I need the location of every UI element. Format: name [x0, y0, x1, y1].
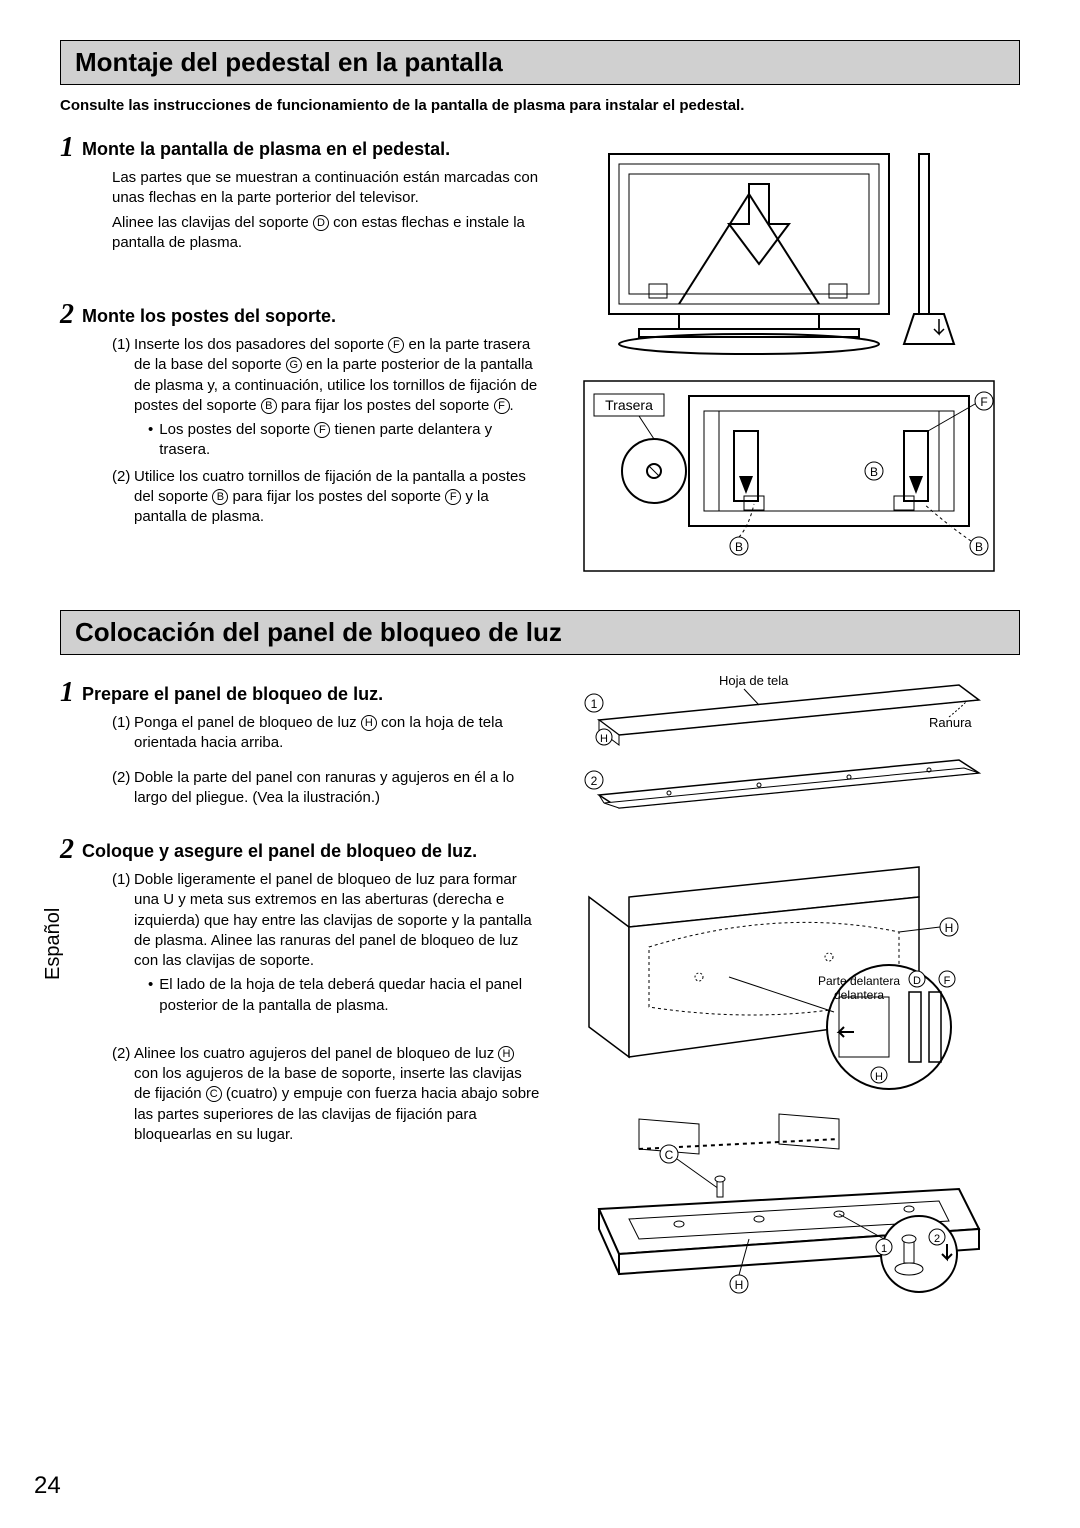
- s2-step1-block: 1 Prepare el panel de bloqueo de luz. (1…: [60, 679, 540, 808]
- ref-H-icon: H: [361, 715, 377, 731]
- ref-F-icon: F: [445, 489, 461, 505]
- section1-columns: 1 Monte la pantalla de plasma en el pede…: [60, 134, 1020, 588]
- page-number: 24: [34, 1472, 61, 1500]
- step2-sub1-n: (1): [112, 335, 134, 416]
- svg-text:Ranura: Ranura: [929, 715, 972, 730]
- ref-D-icon: D: [313, 215, 329, 231]
- svg-text:2: 2: [934, 1233, 940, 1245]
- s2-step2-bullet1: El lado de la hoja de tela deberá quedar…: [148, 975, 540, 1016]
- section2-header: Colocación del panel de bloqueo de luz: [60, 610, 1020, 655]
- s2-step1-body: (1) Ponga el panel de bloqueo de luz H c…: [112, 713, 540, 808]
- svg-text:H: H: [945, 921, 954, 935]
- s2-step1-head: 1 Prepare el panel de bloqueo de luz.: [60, 679, 540, 707]
- svg-text:F: F: [944, 975, 951, 987]
- step2-sub2: (2) Utilice los cuatro tornillos de fija…: [112, 467, 540, 528]
- step1-title: Monte la pantalla de plasma en el pedest…: [82, 134, 450, 161]
- step2-body: (1) Inserte los dos pasadores del soport…: [112, 335, 540, 527]
- ref-F-icon: F: [314, 422, 330, 438]
- step2-sub2-n: (2): [112, 467, 134, 528]
- step1-p2: Alinee las clavijas del soporte D con es…: [112, 213, 540, 254]
- s2-step2-sub1: (1) Doble ligeramente el panel de bloque…: [112, 870, 540, 971]
- diagram-rear-posts: Trasera F B B B: [558, 376, 1020, 576]
- s2-step2-title: Coloque y asegure el panel de bloqueo de…: [82, 836, 477, 863]
- ref-C-icon: C: [206, 1086, 222, 1102]
- s2-step2-head: 2 Coloque y asegure el panel de bloqueo …: [60, 836, 540, 864]
- step1-p1: Las partes que se muestran a continuació…: [112, 168, 540, 209]
- diagram-base-pins: C H 1: [558, 1109, 1020, 1299]
- diagram-insert-base: H Parte delantera de: [558, 857, 1020, 1097]
- svg-text:B: B: [735, 540, 743, 554]
- section2-columns: 1 Prepare el panel de bloqueo de luz. (1…: [60, 665, 1020, 1311]
- step2-sub1-t: Inserte los dos pasadores del soporte F …: [134, 335, 540, 416]
- step2-title: Monte los postes del soporte.: [82, 301, 336, 328]
- diagram-panel-strips: 1 Hoja de tela Ranura H 2: [558, 665, 1020, 845]
- svg-text:Parte delantera: Parte delantera: [818, 974, 900, 988]
- step1-head: 1 Monte la pantalla de plasma en el pede…: [60, 134, 540, 162]
- svg-text:2: 2: [591, 774, 598, 788]
- svg-text:B: B: [870, 465, 878, 479]
- step1-block: 1 Monte la pantalla de plasma en el pede…: [60, 134, 540, 253]
- s2-step1-title: Prepare el panel de bloqueo de luz.: [82, 679, 383, 706]
- s2-step1-number: 1: [60, 679, 74, 707]
- step2-block: 2 Monte los postes del soporte. (1) Inse…: [60, 301, 540, 527]
- language-tab: Español: [42, 908, 65, 980]
- svg-text:Hoja de tela: Hoja de tela: [719, 673, 789, 688]
- section1-left-col: 1 Monte la pantalla de plasma en el pede…: [60, 134, 540, 588]
- s2-step2-sub2: (2) Alinee los cuatro agujeros del panel…: [112, 1044, 540, 1145]
- svg-text:1: 1: [881, 1243, 887, 1255]
- section1-intro: Consulte las instrucciones de funcionami…: [60, 95, 1020, 116]
- step1-p2a: Alinee las clavijas del soporte: [112, 214, 313, 231]
- ref-G-icon: G: [286, 357, 302, 373]
- ref-F-icon: F: [494, 398, 510, 414]
- svg-text:1: 1: [591, 697, 598, 711]
- section1-right-col: Trasera F B B B: [558, 134, 1020, 588]
- ref-B-icon: B: [261, 398, 277, 414]
- step1-body: Las partes que se muestran a continuació…: [112, 168, 540, 253]
- step1-number: 1: [60, 134, 74, 162]
- step2-head: 2 Monte los postes del soporte.: [60, 301, 540, 329]
- svg-text:D: D: [913, 975, 921, 987]
- svg-text:H: H: [735, 1278, 744, 1292]
- svg-text:C: C: [665, 1148, 674, 1162]
- s2-step2-block: 2 Coloque y asegure el panel de bloqueo …: [60, 836, 540, 1145]
- s2-step1-sub1: (1) Ponga el panel de bloqueo de luz H c…: [112, 713, 540, 754]
- ref-F-icon: F: [388, 337, 404, 353]
- svg-text:B: B: [975, 540, 983, 554]
- step2-sub1: (1) Inserte los dos pasadores del soport…: [112, 335, 540, 416]
- svg-text:delantera: delantera: [834, 988, 884, 1002]
- s2-step2-number: 2: [60, 836, 74, 864]
- section2: Colocación del panel de bloqueo de luz 1…: [60, 610, 1020, 1311]
- diagram-tv-pedestal: [558, 134, 1020, 364]
- step2-sub2-t: Utilice los cuatro tornillos de fijación…: [134, 467, 540, 528]
- s2-step1-sub2: (2) Doble la parte del panel con ranuras…: [112, 768, 540, 809]
- svg-text:H: H: [600, 733, 608, 745]
- section2-left-col: 1 Prepare el panel de bloqueo de luz. (1…: [60, 665, 540, 1311]
- svg-text:F: F: [980, 395, 987, 409]
- step2-bullet1: Los postes del soporte F tienen parte de…: [148, 420, 540, 461]
- label-trasera: Trasera: [605, 397, 653, 413]
- svg-text:H: H: [875, 1071, 883, 1083]
- ref-H-icon: H: [498, 1046, 514, 1062]
- ref-B-icon: B: [212, 489, 228, 505]
- step2-number: 2: [60, 301, 74, 329]
- manual-page: Montaje del pedestal en la pantalla Cons…: [0, 0, 1080, 1528]
- s2-step2-body: (1) Doble ligeramente el panel de bloque…: [112, 870, 540, 1145]
- section2-right-col: 1 Hoja de tela Ranura H 2: [558, 665, 1020, 1311]
- section1-header: Montaje del pedestal en la pantalla: [60, 40, 1020, 85]
